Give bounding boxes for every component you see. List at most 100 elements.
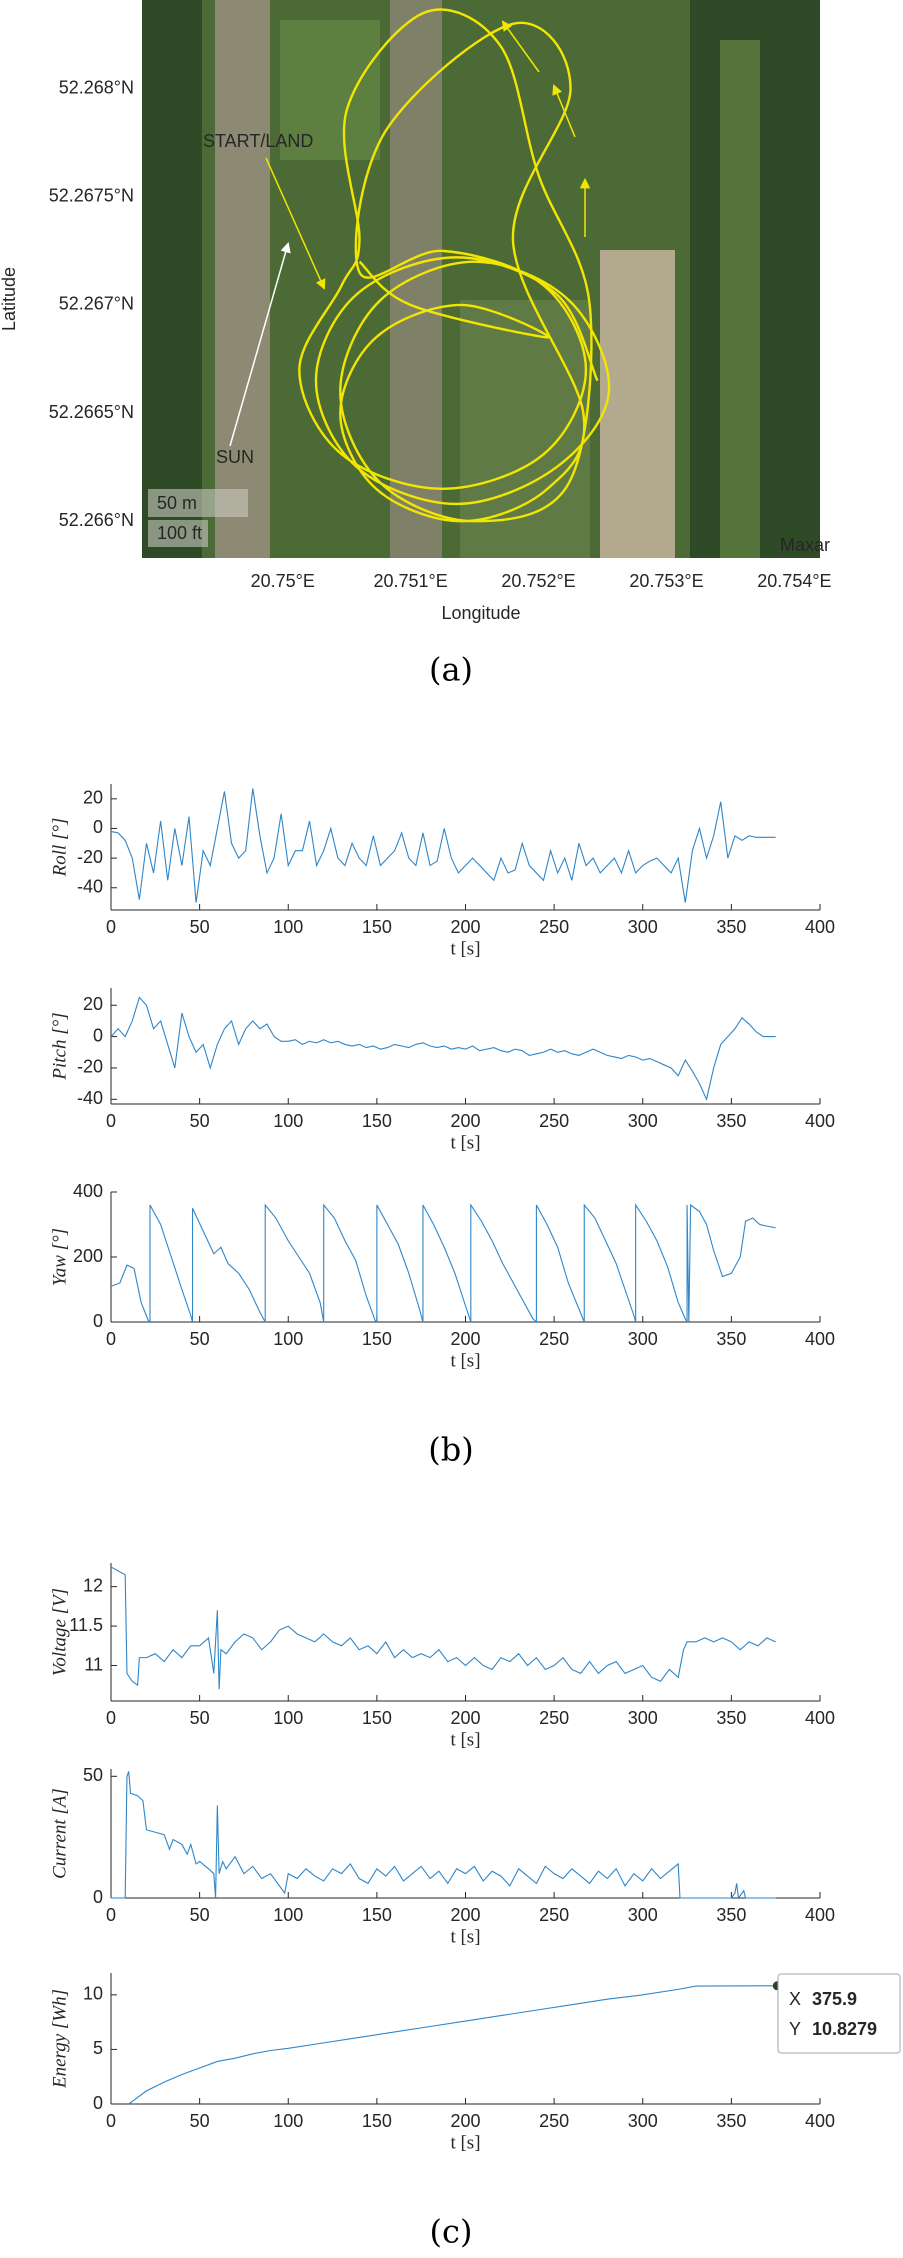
y-tick-label: 52.267°N <box>59 294 134 314</box>
x-tick-label: 400 <box>805 2111 835 2131</box>
x-tick-label: 200 <box>450 1708 480 1728</box>
x-tick-label: 300 <box>628 1708 658 1728</box>
x-tick-label: 200 <box>450 917 480 937</box>
x-tick-label: 20.753°E <box>629 571 703 591</box>
map-annotation: 100 ft <box>157 523 202 543</box>
x-tick-label: 100 <box>273 1111 303 1131</box>
x-axis-label: t [s] <box>450 1729 480 1750</box>
x-tick-label: 0 <box>106 1111 116 1131</box>
y-tick-label: 11.5 <box>69 1615 103 1635</box>
y-tick-label: 12 <box>83 1575 103 1595</box>
x-tick-label: 0 <box>106 1905 116 1925</box>
x-tick-label: 200 <box>450 1111 480 1131</box>
x-tick-label: 20.754°E <box>757 571 831 591</box>
x-tick-label: 20.752°E <box>501 571 575 591</box>
x-tick-label: 250 <box>539 1708 569 1728</box>
x-tick-label: 0 <box>106 2111 116 2131</box>
y-tick-label: 5 <box>93 2038 103 2058</box>
y-tick-label: 52.268°N <box>59 77 134 97</box>
x-tick-label: 50 <box>190 1905 210 1925</box>
x-tick-label: 100 <box>273 917 303 937</box>
x-tick-label: 150 <box>362 917 392 937</box>
data-line <box>110 1203 776 1324</box>
x-tick-label: 0 <box>106 1329 116 1349</box>
y-tick-label: 10 <box>83 1984 103 2004</box>
x-tick-label: 400 <box>805 1329 835 1349</box>
datatip-box <box>777 1973 901 2054</box>
x-tick-label: 250 <box>539 2111 569 2131</box>
x-tick-label: 50 <box>190 1708 210 1728</box>
y-tick-label: 11 <box>84 1654 103 1674</box>
x-tick-label: 150 <box>362 1708 392 1728</box>
y-tick-label: -40 <box>77 877 103 897</box>
x-tick-label: 20.751°E <box>374 571 448 591</box>
x-tick-label: 100 <box>273 1708 303 1728</box>
x-tick-label: 300 <box>628 1329 658 1349</box>
data-line <box>128 1985 778 2105</box>
y-axis-label: Current [A] <box>49 1788 70 1879</box>
y-axis-label: Roll [°] <box>49 818 70 878</box>
x-axis-label: t [s] <box>450 2132 480 2153</box>
x-tick-label: 400 <box>805 1905 835 1925</box>
y-tick-label: -20 <box>77 1057 103 1077</box>
map-annotation: 50 m <box>157 493 197 513</box>
x-axis-label: t [s] <box>450 1926 480 1947</box>
x-tick-label: 100 <box>273 2111 303 2131</box>
x-tick-label: 100 <box>273 1905 303 1925</box>
x-tick-label: 200 <box>450 1329 480 1349</box>
x-tick-label: 300 <box>628 1905 658 1925</box>
y-tick-label: -40 <box>77 1088 103 1108</box>
y-tick-label: 50 <box>83 1765 103 1785</box>
x-tick-label: 350 <box>716 1329 746 1349</box>
y-tick-label: 0 <box>93 1887 103 1907</box>
x-axis-label: t [s] <box>450 1132 480 1153</box>
x-tick-label: 200 <box>450 2111 480 2131</box>
y-axis-label: Energy [Wh] <box>49 1989 70 2089</box>
flight-track-group <box>298 8 611 523</box>
x-tick-label: 350 <box>716 1905 746 1925</box>
x-tick-label: 150 <box>362 1329 392 1349</box>
y-axis-label: Latitude <box>0 267 19 331</box>
x-tick-label: 200 <box>450 1905 480 1925</box>
x-tick-label: 150 <box>362 1905 392 1925</box>
data-line <box>110 1566 776 1690</box>
x-tick-label: 300 <box>628 1111 658 1131</box>
x-tick-label: 250 <box>539 1111 569 1131</box>
y-tick-label: 200 <box>73 1246 103 1266</box>
y-tick-label: 0 <box>93 2093 103 2113</box>
x-tick-label: 150 <box>362 2111 392 2131</box>
y-tick-label: 0 <box>93 1025 103 1045</box>
x-axis-label: Longitude <box>441 603 520 623</box>
x-tick-label: 250 <box>539 1905 569 1925</box>
datatip-value: 10.8279 <box>812 2019 877 2039</box>
caption: (b) <box>428 1431 473 1469</box>
x-tick-label: 150 <box>362 1111 392 1131</box>
y-axis-label: Pitch [°] <box>49 1012 70 1080</box>
y-tick-label: 20 <box>83 788 103 808</box>
x-tick-label: 0 <box>106 917 116 937</box>
y-tick-label: 0 <box>93 1311 103 1331</box>
satellite-image <box>142 0 820 558</box>
data-line <box>111 1771 776 1900</box>
map-annotation: Maxar <box>780 535 830 555</box>
x-tick-label: 20.75°E <box>251 571 315 591</box>
x-tick-label: 100 <box>273 1329 303 1349</box>
x-tick-label: 400 <box>805 1111 835 1131</box>
x-axis-label: t [s] <box>450 1350 480 1371</box>
y-tick-label: 400 <box>73 1181 103 1201</box>
caption: (a) <box>429 651 473 689</box>
y-tick-label: 52.266°N <box>59 510 134 530</box>
datatip-label: Y <box>789 2019 801 2039</box>
x-tick-label: 250 <box>539 1329 569 1349</box>
x-tick-label: 350 <box>716 917 746 937</box>
y-tick-label: 0 <box>93 817 103 837</box>
y-tick-label: 20 <box>83 994 103 1014</box>
x-tick-label: 350 <box>716 2111 746 2131</box>
x-tick-label: 300 <box>628 917 658 937</box>
x-tick-label: 250 <box>539 917 569 937</box>
x-tick-label: 50 <box>190 2111 210 2131</box>
caption: (c) <box>430 2213 473 2251</box>
x-tick-label: 350 <box>716 1708 746 1728</box>
map-annotation: START/LAND <box>203 131 313 151</box>
